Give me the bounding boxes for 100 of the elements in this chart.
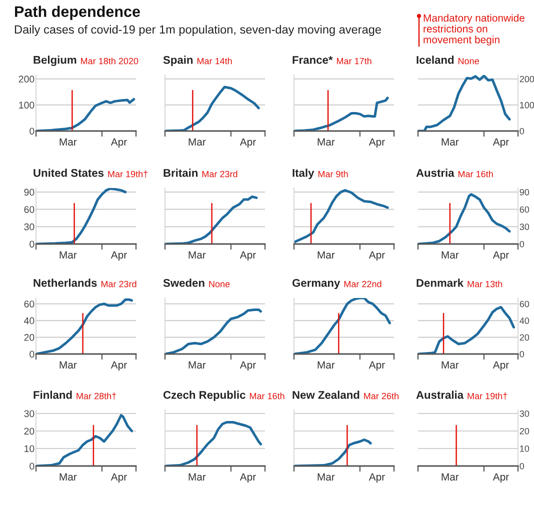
x-tick-label: Mar	[188, 138, 206, 146]
text: Daily cases of covid-19 per 1m population, seven-day moving average	[14, 24, 381, 36]
y-tick-label: 0	[30, 462, 34, 470]
y-tick-label: 20	[24, 334, 34, 341]
y-tick-label: 20	[24, 428, 34, 435]
y-tick-label: 100	[19, 102, 34, 109]
x-tick-label: Apr	[492, 361, 509, 371]
x-tick-label: Mar	[60, 251, 77, 259]
y-tick-label: 0	[30, 240, 34, 248]
x-tick-label: Apr	[110, 138, 127, 148]
line-series	[418, 306, 515, 354]
x-tick-label: Mar	[318, 251, 335, 259]
x-tick-label: Mar	[442, 361, 459, 369]
y2-tick-label: 200	[520, 76, 534, 82]
y2-tick-label: 20	[520, 334, 530, 341]
y-tick-label: 0	[30, 350, 34, 358]
x-tick-label: Mar	[442, 251, 459, 259]
chart-title: Belgium	[34, 56, 76, 66]
line-series	[418, 193, 511, 244]
y-tick-label: 10	[24, 445, 34, 452]
chart-subtitle: None	[458, 58, 479, 64]
chart-title: Sweden	[163, 278, 204, 287]
chart-title: Finland	[34, 390, 72, 399]
x-tick-label: Mar	[318, 361, 335, 369]
chart-subtitle: None	[209, 280, 230, 288]
x-tick-label: Mar	[318, 473, 335, 481]
chart-title: Netherlands	[34, 278, 97, 287]
text: Path dependence	[15, 6, 140, 20]
x-tick-label: Mar	[188, 251, 206, 259]
chart-title: Spain	[163, 56, 193, 66]
chart-title: Austria	[416, 168, 454, 177]
chart-subtitle: Mar 19th†	[468, 392, 508, 400]
chart-subtitle: Mar 16th	[250, 392, 284, 400]
x-tick-label: Apr	[492, 251, 509, 261]
y-tick-label: 40	[24, 317, 34, 324]
y2-tick-label: 0	[520, 240, 524, 248]
chart-subtitle: Mar 23rd	[202, 170, 238, 178]
y-tick-label: 60	[24, 300, 34, 308]
x-tick-label: Mar	[318, 138, 335, 146]
chart-subtitle: Mar 18th 2020	[81, 58, 138, 64]
chart-title: Italy	[292, 168, 314, 180]
chart-title: Australia	[416, 390, 464, 399]
x-tick-label: Mar	[442, 473, 459, 481]
y2-tick-label: 60	[520, 300, 530, 308]
y2-tick-label: 0	[520, 350, 524, 358]
x-tick-label: Apr	[110, 361, 127, 371]
chart-subtitle: Mar 14th	[197, 58, 232, 64]
x-tick-label: Apr	[368, 361, 385, 371]
y2-tick-label: 30	[520, 410, 530, 417]
y-tick-label: 200	[18, 76, 34, 83]
chart-subtitle: Mar 22nd	[344, 280, 382, 288]
chart-title: Czech Republic	[163, 390, 246, 402]
line-series	[36, 414, 133, 466]
chart-title: Britain	[164, 168, 198, 177]
chart-subtitle: Mar 26th	[364, 392, 398, 400]
y2-tick-label: 30	[520, 224, 530, 230]
x-tick-label: Apr	[110, 473, 127, 483]
x-tick-label: Apr	[368, 138, 385, 148]
y-tick-label: 30	[24, 223, 34, 230]
x-tick-label: Apr	[368, 251, 385, 261]
chart-subtitle: Mar 19th†	[108, 170, 148, 178]
y2-tick-label: 0	[520, 462, 524, 470]
x-tick-label: Apr	[240, 361, 256, 371]
y2-tick-label: 0	[520, 128, 524, 134]
x-tick-label: Mar	[60, 138, 77, 146]
line-series	[36, 298, 133, 354]
chart-subtitle: Mar 16th	[458, 170, 493, 178]
chart-title: Iceland	[416, 56, 454, 64]
x-tick-label: Apr	[110, 251, 127, 261]
y2-tick-label: 100	[520, 102, 534, 108]
chart-subtitle: Mar 13th	[468, 280, 502, 288]
y2-tick-label: 10	[520, 445, 530, 452]
chart-subtitle: Mar 23rd	[101, 280, 136, 288]
line-series	[36, 188, 127, 244]
x-tick-label: Apr	[240, 473, 256, 483]
chart-subtitle: Mar 17th	[336, 58, 372, 64]
x-tick-label: Apr	[368, 473, 385, 483]
y-tick-label: 30	[24, 410, 34, 418]
x-tick-label: Apr	[492, 138, 509, 148]
y2-tick-label: 20	[520, 428, 530, 434]
y-tick-label: 60	[24, 206, 34, 213]
y2-tick-label: 90	[520, 189, 530, 196]
x-tick-label: Apr	[240, 138, 256, 148]
chart-title: United States	[34, 168, 104, 177]
chart-title: New Zealand	[292, 390, 360, 399]
line-series	[418, 75, 511, 131]
text: Mandatory nationwide restrictions on movement begin	[424, 14, 524, 46]
x-tick-label: Mar	[188, 361, 206, 369]
x-tick-label: Apr	[492, 473, 509, 483]
chart-title: Germany	[292, 278, 340, 290]
x-tick-label: Apr	[240, 251, 256, 261]
y2-tick-label: 60	[520, 206, 530, 213]
y-tick-label: 0	[30, 128, 34, 135]
x-tick-label: Mar	[442, 138, 459, 146]
chart-subtitle: Mar 28th†	[76, 392, 116, 400]
x-tick-label: Mar	[60, 361, 77, 369]
chart-subtitle: Mar 9th	[318, 170, 348, 178]
y-tick-label: 90	[24, 188, 34, 196]
x-tick-label: Mar	[60, 473, 77, 481]
x-tick-label: Mar	[188, 473, 206, 481]
